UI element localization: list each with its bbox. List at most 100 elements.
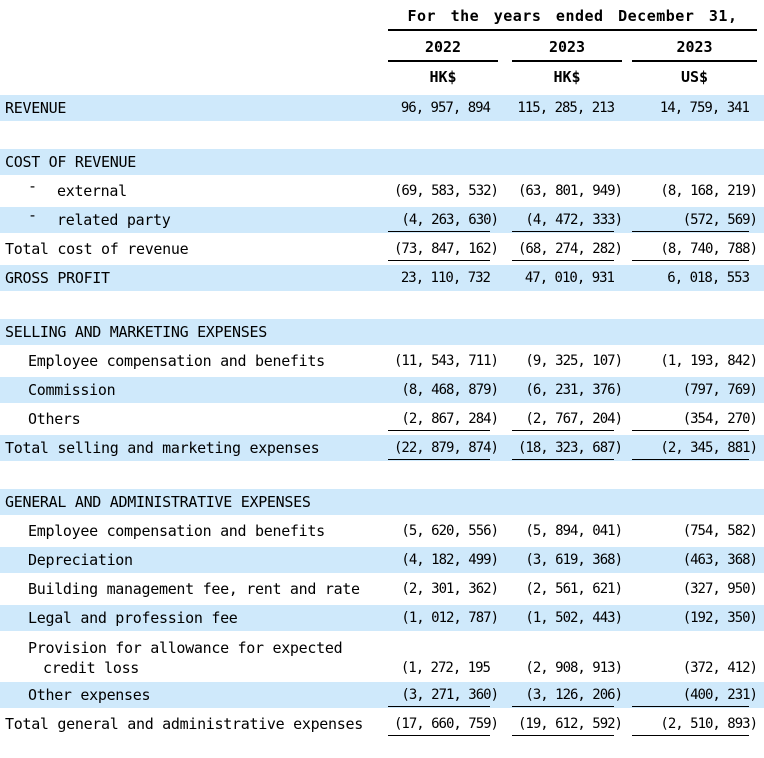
value-text: (372, 412) <box>682 660 758 676</box>
row-label: Other expenses <box>0 686 388 704</box>
value-cell: (463, 368) <box>632 552 758 568</box>
row-label: Employee compensation and benefits <box>0 522 388 540</box>
value-text: (3, 271, 360) <box>401 687 499 703</box>
table-section: SELLING AND MARKETING EXPENSES Employee c… <box>0 319 764 461</box>
value-text: (4, 472, 333) <box>525 212 623 228</box>
table-row: Employee compensation and benefits (5, 62… <box>0 518 764 544</box>
value-cell: 115, 285, 213 <box>512 100 622 116</box>
row-label-text: Total general and administrative expense… <box>5 715 363 733</box>
value-text: 6, 018, 553 <box>667 270 750 286</box>
year-header: 2023 <box>512 38 622 62</box>
value-cell: (3, 126, 206) <box>512 687 623 707</box>
value-text: (192, 350) <box>682 610 758 626</box>
row-label: - external <box>0 177 388 200</box>
table-row: Legal and profession fee (1, 012, 787) (1,… <box>0 605 764 631</box>
value-cell: (8, 468, 879) <box>388 382 499 398</box>
row-label-text: Total cost of revenue <box>5 240 189 258</box>
row-label: COST OF REVENUE <box>0 153 388 171</box>
value-text: (2, 301, 362) <box>401 581 499 597</box>
value-text: (2, 908, 913) <box>525 660 623 676</box>
value-text: (3, 126, 206) <box>525 687 623 703</box>
value-text: (1, 012, 787) <box>401 610 499 626</box>
value-cell: (8, 740, 788) <box>632 241 758 261</box>
row-label: Total general and administrative expense… <box>0 715 388 733</box>
row-label: Depreciation <box>0 551 388 569</box>
currency-header: HK$ <box>553 68 581 86</box>
value-text: 47, 010, 931 <box>524 270 615 286</box>
row-label-text: related party <box>57 211 171 229</box>
row-label: Commission <box>0 381 388 399</box>
row-label-text: REVENUE <box>5 99 67 117</box>
value-text: (400, 231) <box>682 687 758 703</box>
value-cell: (3, 271, 360) <box>388 687 499 707</box>
value-cell: (8, 168, 219) <box>632 183 758 199</box>
table-row: Others (2, 867, 284) (2, 767, 204) (354, 27… <box>0 406 764 432</box>
table-row: SELLING AND MARKETING EXPENSES <box>0 319 764 345</box>
row-label: GENERAL AND ADMINISTRATIVE EXPENSES <box>0 493 388 511</box>
table-header: For the years ended December 31, 2022 20… <box>388 0 757 86</box>
row-label: Others <box>0 410 388 428</box>
value-text: (754, 582) <box>682 523 758 539</box>
row-label-text: GENERAL AND ADMINISTRATIVE EXPENSES <box>5 493 311 511</box>
row-label-text: Depreciation <box>28 551 133 569</box>
value-cell: (5, 620, 556) <box>388 523 499 539</box>
table-row: - related party (4, 263, 630) (4, 472, 333)… <box>0 206 764 233</box>
table-section: REVENUE 96, 957, 894 115, 285, 213 14, 759,… <box>0 95 764 121</box>
value-text: (354, 270) <box>682 411 758 427</box>
currency-header: US$ <box>680 68 709 86</box>
value-cell: (1, 012, 787) <box>388 610 499 626</box>
value-text: (2, 510, 893) <box>660 716 758 732</box>
value-cell: (754, 582) <box>632 523 758 539</box>
value-text: (3, 619, 368) <box>525 552 623 568</box>
value-cell: (68, 274, 282) <box>512 241 623 261</box>
table-row: Total selling and marketing expenses (22,… <box>0 435 764 461</box>
value-text: (19, 612, 592) <box>517 716 623 732</box>
dash-bullet: - <box>28 177 37 195</box>
value-cell: 96, 957, 894 <box>388 100 498 116</box>
value-text: (8, 468, 879) <box>401 382 499 398</box>
table-row: Total cost of revenue (73, 847, 162) (68, … <box>0 236 764 262</box>
value-cell: (572, 569) <box>632 212 758 232</box>
value-cell: (1, 502, 443) <box>512 610 623 626</box>
value-cell: (4, 182, 499) <box>388 552 499 568</box>
row-label-text: Others <box>28 410 81 428</box>
currency-header-row: HK$ HK$ US$ <box>388 68 757 86</box>
value-cell: (2, 767, 204) <box>512 411 623 431</box>
row-label-text: Other expenses <box>28 686 151 704</box>
table-row: Provision for allowance for expected cre… <box>0 634 764 679</box>
value-cell: (354, 270) <box>632 411 758 431</box>
value-cell: (4, 263, 630) <box>388 212 499 232</box>
row-label-text: SELLING AND MARKETING EXPENSES <box>5 323 267 341</box>
row-label: GROSS PROFIT <box>0 269 388 287</box>
value-text: (1, 272, 195 <box>400 660 491 676</box>
value-cell: (11, 543, 711) <box>388 353 499 369</box>
row-label-text: COST OF REVENUE <box>5 153 136 171</box>
value-text: (1, 193, 842) <box>660 353 758 369</box>
value-cell: (192, 350) <box>632 610 758 626</box>
year-header-row: 2022 2023 2023 <box>388 38 757 62</box>
value-text: (8, 168, 219) <box>660 183 758 199</box>
table-section: GENERAL AND ADMINISTRATIVE EXPENSES Emplo… <box>0 489 764 737</box>
value-cell: (22, 879, 874) <box>388 440 499 460</box>
value-cell: (1, 272, 195 <box>388 660 498 679</box>
value-text: (1, 502, 443) <box>525 610 623 626</box>
value-cell: 23, 110, 732 <box>388 270 498 286</box>
value-text: (9, 325, 107) <box>525 353 623 369</box>
value-text: (18, 323, 687) <box>517 440 623 456</box>
row-label: - related party <box>0 206 388 229</box>
table-row: REVENUE 96, 957, 894 115, 285, 213 14, 759,… <box>0 95 764 121</box>
value-cell: (2, 301, 362) <box>388 581 499 597</box>
row-label-text: Employee compensation and benefits <box>28 522 325 540</box>
value-cell: 47, 010, 931 <box>512 270 622 286</box>
table-row: Employee compensation and benefits (11, 5… <box>0 348 764 374</box>
dash-bullet: - <box>28 206 37 224</box>
value-text: (2, 561, 621) <box>525 581 623 597</box>
value-text: (69, 583, 532) <box>393 183 499 199</box>
row-label-text: Provision for allowance for expected cre… <box>28 639 343 677</box>
value-cell: (1, 193, 842) <box>632 353 758 369</box>
table-row: Building management fee, rent and rate (2… <box>0 576 764 602</box>
table-row: Total general and administrative expense… <box>0 711 764 737</box>
row-label: SELLING AND MARKETING EXPENSES <box>0 323 388 341</box>
value-text: (2, 345, 881) <box>660 440 758 456</box>
value-text: (5, 894, 041) <box>525 523 623 539</box>
